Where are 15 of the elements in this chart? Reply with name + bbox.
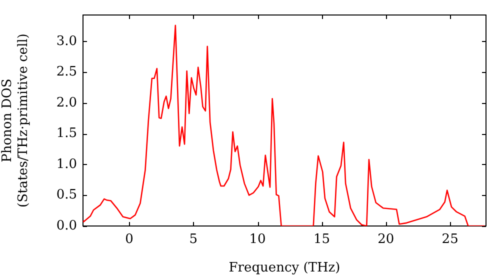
y-tick-label: 2.5 xyxy=(56,64,77,80)
y-tick-label: 1.5 xyxy=(56,126,77,142)
x-tick-label: 5 xyxy=(189,232,198,248)
y-tick-label: 0.0 xyxy=(56,218,77,234)
y-tick-label: 3.0 xyxy=(56,34,77,49)
y-tick-label: 1.0 xyxy=(56,156,77,172)
x-tick-label: 10 xyxy=(249,232,266,248)
x-tick-label: 20 xyxy=(378,232,394,248)
y-axis-title: Phonon DOS (States/THz·primitive cell) xyxy=(0,33,31,208)
x-tick-label: 0 xyxy=(125,232,134,248)
x-tick-label: 15 xyxy=(313,232,330,248)
y-tick-label: 0.5 xyxy=(56,188,77,203)
x-tick-label: 25 xyxy=(442,232,458,248)
y-tick-label: 2.0 xyxy=(56,95,77,110)
x-axis-title: Frequency (THz) xyxy=(228,260,340,276)
